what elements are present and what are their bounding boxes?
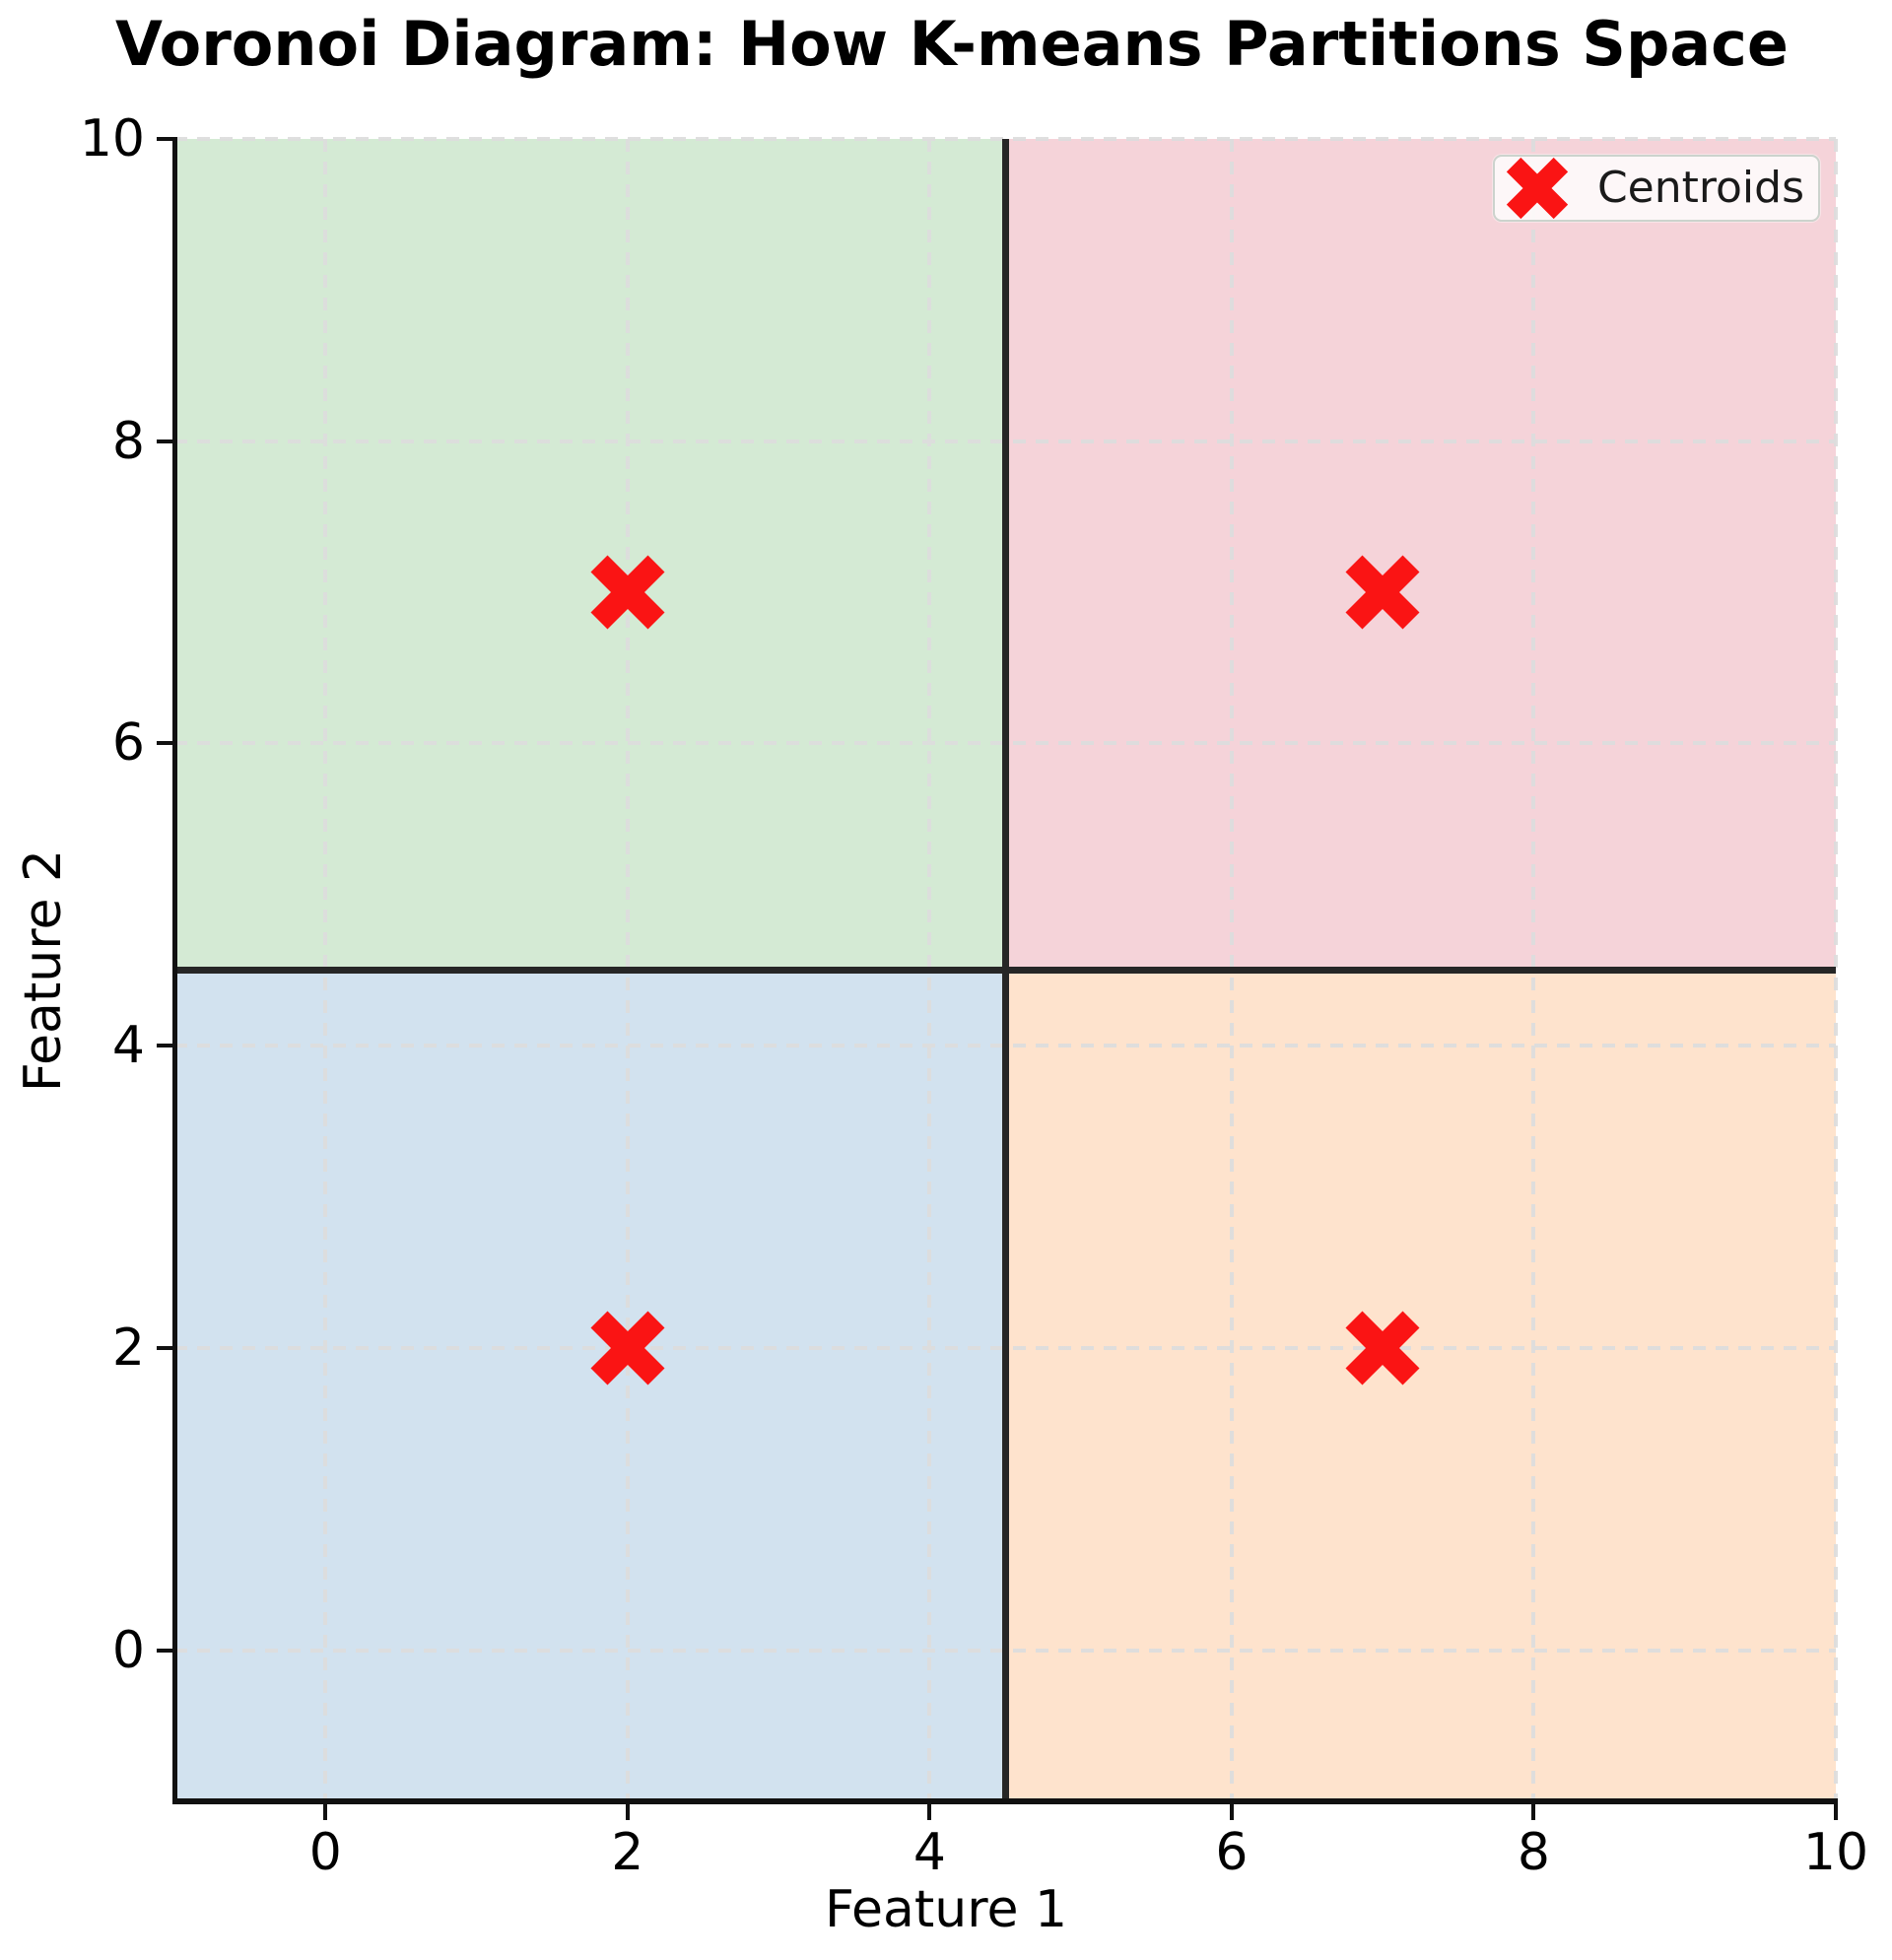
y-axis-label: Feature 2	[14, 848, 73, 1093]
y-axis-tick	[157, 1044, 172, 1048]
chart-title: Voronoi Diagram: How K-means Partitions …	[115, 8, 1789, 80]
voronoi-cell-bottom-right	[1005, 970, 1836, 1801]
x-axis-tick-label: 4	[912, 1823, 946, 1882]
y-axis-tick-label: 0	[111, 1620, 145, 1680]
x-axis-tick-label: 8	[1517, 1823, 1550, 1882]
x-axis-spine	[172, 1798, 1838, 1804]
voronoi-cell-top-right	[1005, 139, 1836, 971]
centroid-marker	[1345, 1311, 1420, 1386]
x-axis-tick-label: 2	[611, 1823, 644, 1882]
centroid-marker	[590, 555, 665, 630]
voronoi-boundary-horizontal	[174, 967, 1836, 974]
plot-area: 0 2 4 6 8 10 0 2 4 6 8 10 Centro	[80, 113, 1868, 1878]
x-axis-label: Feature 1	[824, 1880, 1068, 1939]
y-axis-spine	[172, 137, 177, 1803]
y-axis-tick	[157, 1345, 172, 1350]
y-axis-tick	[157, 439, 172, 443]
x-axis-tick-label: 10	[1802, 1823, 1869, 1882]
y-axis-tick	[157, 1648, 172, 1653]
x-axis-tick-label: 6	[1215, 1823, 1249, 1882]
y-axis-tick	[157, 137, 172, 141]
x-axis-tick	[323, 1804, 328, 1820]
voronoi-cell-top-left	[174, 139, 1005, 971]
voronoi-cell-bottom-left	[174, 970, 1005, 1801]
y-axis-tick-label: 10	[79, 109, 145, 169]
centroid-x-marker-icon	[1506, 157, 1569, 220]
y-axis-tick	[157, 741, 172, 746]
x-axis-tick	[1531, 1804, 1536, 1820]
x-axis-tick	[625, 1804, 630, 1820]
y-axis-tick-label: 4	[111, 1016, 145, 1076]
legend: Centroids	[1492, 155, 1820, 222]
x-axis-tick	[1229, 1804, 1234, 1820]
y-axis-tick-label: 6	[111, 713, 145, 774]
x-axis-tick	[1834, 1804, 1838, 1820]
y-axis-tick-label: 2	[111, 1318, 145, 1378]
centroid-marker	[590, 1311, 665, 1386]
y-axis-tick-label: 8	[111, 411, 145, 471]
gridline-vertical	[1834, 139, 1838, 1801]
x-axis-tick-label: 0	[308, 1823, 342, 1882]
legend-label: Centroids	[1596, 163, 1804, 213]
x-axis-tick	[927, 1804, 932, 1820]
centroid-marker	[1345, 555, 1420, 630]
